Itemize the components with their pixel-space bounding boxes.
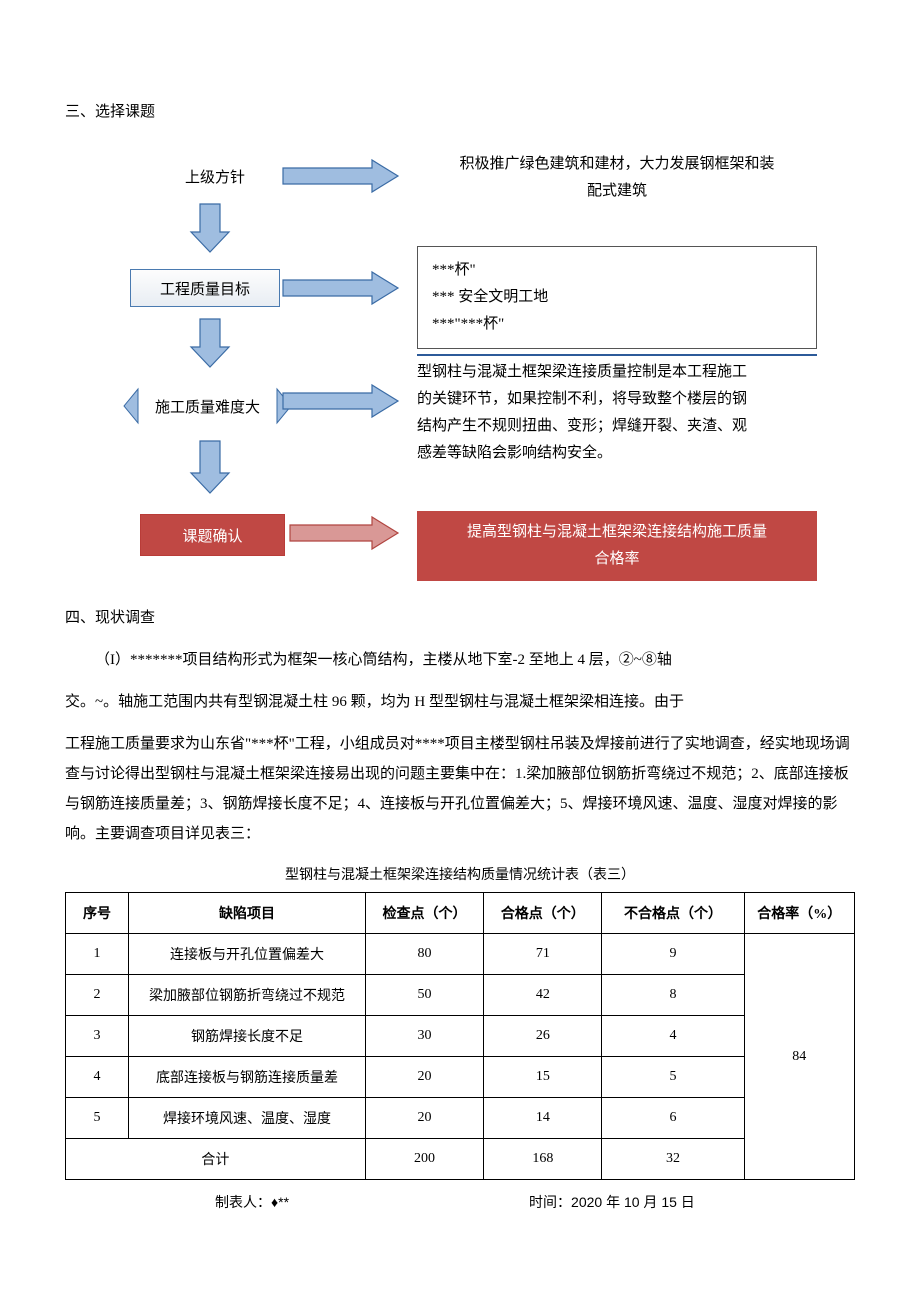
cell: 26 [484,1016,602,1057]
cell: 15 [484,1057,602,1098]
header-row: 序号缺陷项目检查点（个）合格点（个）不合格点（个）合格率（%） [66,893,855,934]
flow-right-r4: 提高型钢柱与混凝土框架梁连接结构施工质量合格率 [417,511,817,581]
time-label: 时间： [529,1194,571,1210]
line: 型钢柱与混凝土框架梁连接质量控制是本工程施工 [417,359,817,386]
col-header: 序号 [66,893,129,934]
cell: 钢筋焊接长度不足 [129,1016,366,1057]
section-3-title: 三、选择课题 [65,100,855,121]
line: 积极推广绿色建筑和建材，大力发展钢框架和装 [417,151,817,178]
total-cell: 32 [602,1139,744,1180]
flow-node-n2: 工程质量目标 [130,269,280,307]
time: 时间：2020 年 10 月 15 日 [529,1192,695,1212]
cell: 4 [66,1057,129,1098]
cell: 80 [365,934,483,975]
cell: 30 [365,1016,483,1057]
table-body: 1连接板与开孔位置偏差大80719842梁加腋部位钢筋折弯绕过不规范504283… [66,934,855,1180]
flow-right-r3: 型钢柱与混凝土框架梁连接质量控制是本工程施工的关键环节，如果控制不利，将导致整个… [417,359,817,467]
cell: 71 [484,934,602,975]
cell: 50 [365,975,483,1016]
line: *** 安全文明工地 [432,284,802,311]
footer-line: 制表人：♦** 时间：2020 年 10 月 15 日 [65,1192,855,1212]
para-3: 工程施工质量要求为山东省"***杯"工程，小组成员对****项目主楼型钢柱吊装及… [65,729,855,849]
cell: 1 [66,934,129,975]
pass-rate-cell: 84 [744,934,855,1180]
col-header: 合格率（%） [744,893,855,934]
cell: 20 [365,1098,483,1139]
table-row: 2梁加腋部位钢筋折弯绕过不规范50428 [66,975,855,1016]
col-header: 检查点（个） [365,893,483,934]
creator-value: ♦** [271,1194,289,1210]
total-cell: 168 [484,1139,602,1180]
cell: 42 [484,975,602,1016]
time-value: 2020 年 10 月 15 日 [571,1194,695,1210]
line: 感差等缺陷会影响结构安全。 [417,440,817,467]
col-header: 缺陷项目 [129,893,366,934]
line: ***"***杯" [432,311,802,338]
cell: 6 [602,1098,744,1139]
line: 结构产生不规则扭曲、变形；焊缝开裂、夹渣、观 [417,413,817,440]
flow-right-r2: ***杯"*** 安全文明工地***"***杯" [417,246,817,349]
cell: 5 [66,1098,129,1139]
flow-node-n1: 上级方针 [160,161,270,191]
table-row: 1连接板与开孔位置偏差大8071984 [66,934,855,975]
stats-table: 序号缺陷项目检查点（个）合格点（个）不合格点（个）合格率（%） 1连接板与开孔位… [65,892,855,1180]
cell: 焊接环境风速、温度、湿度 [129,1098,366,1139]
total-row: 合计20016832 [66,1139,855,1180]
table-row: 3钢筋焊接长度不足30264 [66,1016,855,1057]
flowchart-container: 上级方针工程质量目标施工质量难度大课题确认 积极推广绿色建筑和建材，大力发展钢框架… [65,146,845,581]
total-label: 合计 [66,1139,366,1180]
flow-node-n4: 课题确认 [140,514,285,556]
flow-right-r1: 积极推广绿色建筑和建材，大力发展钢框架和装配式建筑 [417,151,817,205]
line: 合格率 [431,546,803,573]
line: 提高型钢柱与混凝土框架梁连接结构施工质量 [431,519,803,546]
cell: 20 [365,1057,483,1098]
cell: 5 [602,1057,744,1098]
cell: 梁加腋部位钢筋折弯绕过不规范 [129,975,366,1016]
line: 配式建筑 [417,178,817,205]
para-1: （I）*******项目结构形式为框架一核心筒结构，主楼从地下室-2 至地上 4… [65,645,855,675]
cell: 9 [602,934,744,975]
line: ***杯" [432,257,802,284]
cell: 底部连接板与钢筋连接质量差 [129,1057,366,1098]
table-title: 型钢柱与混凝土框架梁连接结构质量情况统计表（表三） [65,864,855,884]
table-row: 4底部连接板与钢筋连接质量差20155 [66,1057,855,1098]
creator-label: 制表人： [215,1194,271,1210]
flow-node-n3: 施工质量难度大 [140,389,275,423]
total-cell: 200 [365,1139,483,1180]
cell: 8 [602,975,744,1016]
para-2: 交。~。轴施工范围内共有型钢混凝土柱 96 颗，均为 H 型型钢柱与混凝土框架梁… [65,687,855,717]
table-row: 5焊接环境风速、温度、湿度20146 [66,1098,855,1139]
table-head: 序号缺陷项目检查点（个）合格点（个）不合格点（个）合格率（%） [66,893,855,934]
cell: 3 [66,1016,129,1057]
section-4-title: 四、现状调查 [65,606,855,627]
creator: 制表人：♦** [215,1192,289,1212]
line: 的关键环节，如果控制不利，将导致整个楼层的钢 [417,386,817,413]
cell: 14 [484,1098,602,1139]
col-header: 合格点（个） [484,893,602,934]
col-header: 不合格点（个） [602,893,744,934]
cell: 连接板与开孔位置偏差大 [129,934,366,975]
cell: 4 [602,1016,744,1057]
cell: 2 [66,975,129,1016]
